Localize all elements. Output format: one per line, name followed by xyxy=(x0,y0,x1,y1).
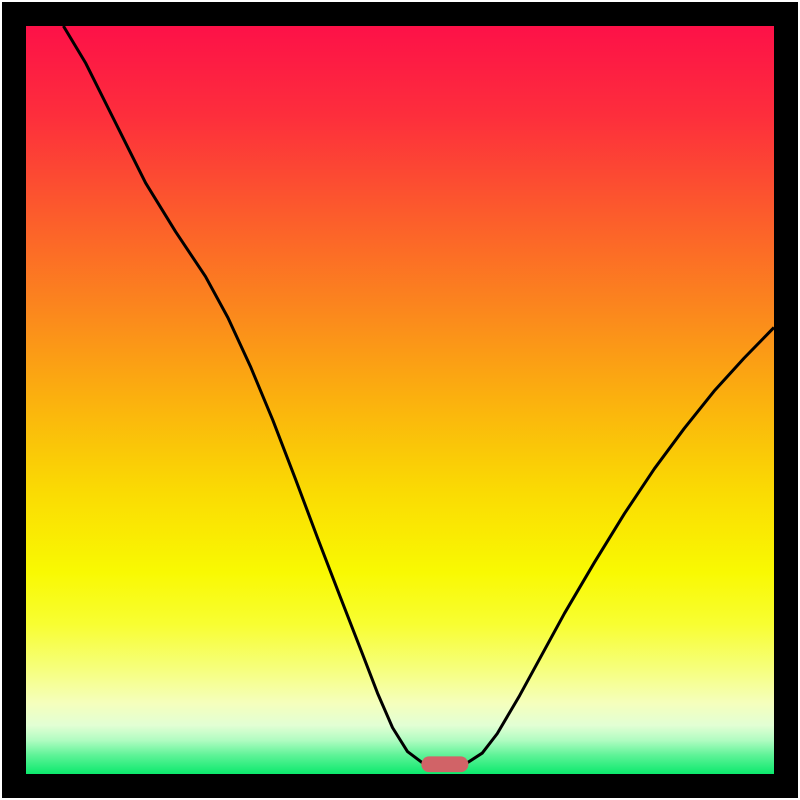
page-root: TheBottleneck.com xyxy=(0,0,800,800)
plot-background xyxy=(26,26,774,774)
optimal-point-marker xyxy=(421,756,468,772)
bottleneck-chart xyxy=(0,0,800,800)
chart-svg xyxy=(0,0,800,800)
